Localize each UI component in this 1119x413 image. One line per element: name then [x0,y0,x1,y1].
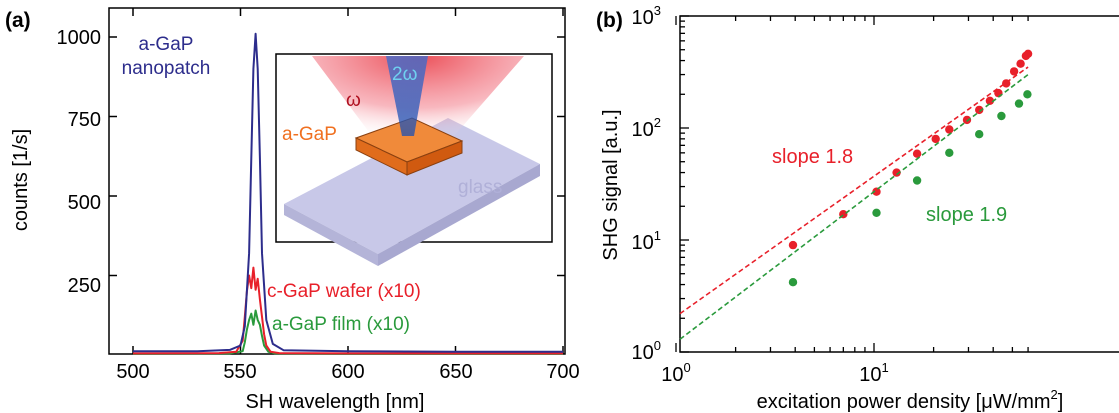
panel-b: (b) 100 101 102 103 100 101 excitation p… [596,3,1119,413]
data-point-slope-1-8 [1016,59,1025,68]
y-ticklabel: 102 [632,115,661,141]
data-point-slope-1-8 [1009,67,1019,76]
fit-line-slope-1-9 [679,73,1029,340]
annotation-nanopatch: nanopatch [122,58,211,79]
panel-b-ylabel: SHG signal [a.u.] [600,109,622,260]
y-ticklabel: 101 [632,228,661,254]
x-ticklabel: 550 [223,361,256,383]
x-ticklabel: 100 [661,360,690,386]
blue-beam [386,56,428,136]
annotation-slope-1-8: slope 1.8 [772,146,853,168]
data-point-slope-1-8 [931,134,940,144]
panel-b-y-ticklabels: 100 101 102 103 [632,3,661,364]
x-ticklabel: 650 [439,361,472,383]
panel-a-x-ticklabels: 500 550 600 650 700 [116,361,579,383]
panel-a-xlabel: SH wavelength [nm] [246,391,425,413]
annotation-slope-1-9: slope 1.9 [926,204,1007,226]
data-point-slope-1-8 [985,96,995,106]
y-ticklabel: 500 [68,192,101,214]
panel-a-ylabel: counts [1/s] [10,129,32,231]
x-ticklabel: 600 [331,361,364,383]
inset-label-glass: glass [458,177,502,198]
panel-b-x-ticklabels: 100 101 [661,360,888,386]
data-point-slope-1-9 [997,111,1006,121]
y-ticklabel: 750 [68,109,101,131]
series-line-a-gap-nanopatch [133,32,563,353]
x-ticklabel: 101 [859,360,888,386]
data-point-slope-1-9 [945,148,954,157]
data-point-slope-1-9 [912,176,922,185]
annotation-a-gap-film: a-GaP film (x10) [272,314,410,335]
panel-a-series [132,32,563,355]
data-point-slope-1-8 [892,168,901,177]
data-point-slope-1-8 [912,149,922,158]
x-ticklabel: 500 [116,361,149,383]
y-ticklabel: 100 [632,338,661,364]
data-point-slope-1-9 [1023,90,1032,99]
y-ticklabel: 103 [632,3,661,29]
glass-substrate-side-right [378,164,540,266]
data-point-slope-1-9 [975,130,984,139]
panel-a-ticks [109,8,565,354]
data-point-slope-1-8 [962,115,972,125]
y-ticklabel: 1000 [57,27,102,49]
panel-b-xlabel: excitation power density [μW/mm2] [757,387,1064,413]
annotation-a-gap: a-GaP [139,34,194,55]
sample-side-right [406,140,463,176]
data-point-slope-1-8 [1023,49,1033,58]
x-ticklabel: 700 [546,361,579,383]
inset-label-sample: a-GaP [282,124,337,145]
panel-a-y-ticklabels: 250 500 750 1000 [57,27,102,297]
data-point-slope-1-8 [1002,79,1011,88]
inset-label-omega: ω [346,90,361,111]
panel-b-series [679,49,1033,340]
panel-b-label: (b) [596,9,623,32]
series-line-c-gap-wafer-x10- [132,266,563,355]
glass-substrate-top [284,118,540,254]
y-ticklabel: 250 [68,275,101,297]
data-point-slope-1-9 [1014,99,1024,108]
glass-substrate-side-left [284,204,378,266]
panel-b-ticks [675,15,1029,353]
data-point-slope-1-9 [872,208,881,217]
data-point-slope-1-8 [975,105,984,115]
panel-a-label: (a) [5,9,31,32]
data-point-slope-1-8 [945,125,954,134]
data-point-slope-1-8 [788,240,798,250]
inset-schematic: 2ω ω a-GaP glass [275,53,553,266]
inset-label-2omega: 2ω [392,64,418,85]
fit-line-slope-1-8 [679,66,1029,315]
data-point-slope-1-8 [994,88,1003,98]
panel-b-frame [679,15,1119,353]
annotation-c-gap-wafer: c-GaP wafer (x10) [267,281,421,302]
panel-a: (a) 500 550 600 650 700 250 500 750 1000… [5,7,580,413]
data-point-slope-1-9 [788,278,798,287]
data-point-slope-1-8 [872,187,881,196]
